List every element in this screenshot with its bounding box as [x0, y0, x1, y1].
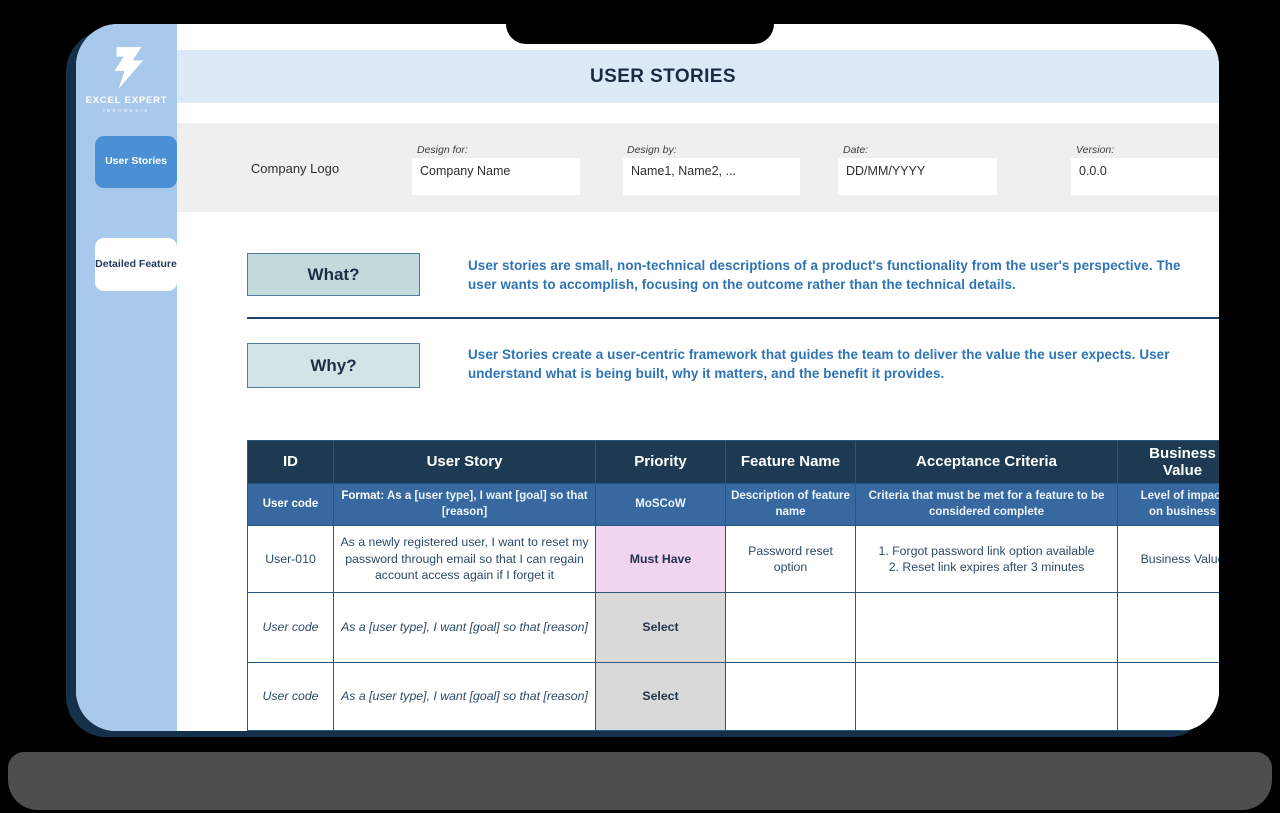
user-stories-table: ID User Story Priority Feature Name Acce… [247, 440, 1219, 731]
excel-expert-bolt-icon [114, 47, 143, 89]
priority-select-cell[interactable]: Must Have [596, 526, 726, 593]
sidebar: EXCEL EXPERT INDONESIA User Stories Deta… [76, 24, 177, 731]
title-bar: USER STORIES [177, 50, 1219, 103]
laptop-screen: EXCEL EXPERT INDONESIA User Stories Deta… [76, 24, 1219, 731]
criteria-cell[interactable]: 1. Forgot password link option available… [856, 526, 1118, 593]
header-acceptance-criteria: Acceptance Criteria [856, 441, 1118, 484]
criteria-cell[interactable] [856, 663, 1118, 731]
subheader-business-label: Level of impact on business [1140, 490, 1219, 518]
laptop-base [8, 752, 1272, 810]
sidebar-item-label: User Stories [105, 155, 167, 168]
subheader-feature: Description of feature name [726, 484, 856, 526]
sidebar-item-user-stories[interactable]: User Stories [95, 136, 177, 188]
business-value-cell[interactable]: Business Value [1118, 526, 1219, 593]
why-description-line1: User Stories create a user-centric frame… [468, 347, 1170, 362]
brand-name: EXCEL EXPERT [85, 95, 168, 106]
criteria-list: 1. Forgot password link option available… [878, 543, 1094, 576]
design-by-label: Design by: [627, 144, 677, 156]
subheader-priority: MoSCoW [596, 484, 726, 526]
what-description-line2: user wants to accomplish, focusing on th… [468, 277, 1016, 292]
subheader-business: Level of impact on business [1118, 484, 1219, 526]
subheader-criteria: Criteria that must be met for a feature … [856, 484, 1118, 526]
format-text: As a [user type], I want [goal] so that … [386, 490, 588, 518]
version-input[interactable]: 0.0.0 [1071, 158, 1219, 195]
what-description-line1: User stories are small, non-technical de… [468, 258, 1181, 273]
subheader-user-story: Format: As a [user type], I want [goal] … [334, 484, 596, 526]
story-cell[interactable]: As a [user type], I want [goal] so that … [334, 663, 596, 731]
header-business-value: Business Value [1118, 441, 1219, 484]
header-user-story: User Story [334, 441, 596, 484]
date-label: Date: [843, 144, 869, 156]
priority-select-cell[interactable]: Select [596, 663, 726, 731]
feature-cell[interactable] [726, 663, 856, 731]
design-for-label: Design for: [417, 144, 468, 156]
design-by-input[interactable]: Name1, Name2, ... [623, 158, 800, 195]
camera-notch [506, 0, 774, 44]
brand-subtitle: INDONESIA [103, 108, 150, 113]
id-cell[interactable]: User code [248, 663, 334, 731]
what-badge: What? [247, 253, 420, 296]
criteria-item: 2. Reset link expires after 3 minutes [888, 560, 1085, 574]
header-business-value-label: Business Value [1149, 444, 1216, 479]
why-badge: Why? [247, 343, 420, 388]
story-cell[interactable]: As a [user type], I want [goal] so that … [334, 593, 596, 663]
company-logo-label: Company Logo [250, 161, 340, 176]
format-label: Format: [341, 490, 385, 503]
design-for-input[interactable]: Company Name [412, 158, 580, 195]
subheader-id-label: User code [262, 497, 319, 510]
sidebar-item-label: Detailed Feature [95, 257, 177, 270]
version-label: Version: [1076, 144, 1115, 156]
priority-select-cell[interactable]: Select [596, 593, 726, 663]
criteria-item: 1. Forgot password link option available [878, 543, 1095, 558]
id-cell[interactable]: User code [248, 593, 334, 663]
header-priority: Priority [596, 441, 726, 484]
business-value-cell[interactable] [1118, 663, 1219, 731]
subheader-story-text: Format: As a [user type], I want [goal] … [338, 489, 591, 519]
id-cell[interactable]: User-010 [248, 526, 334, 593]
header-feature-name: Feature Name [726, 441, 856, 484]
header-id: ID [248, 441, 334, 484]
section-divider [247, 317, 1219, 319]
page-title: USER STORIES [590, 65, 736, 87]
date-input[interactable]: DD/MM/YYYY [838, 158, 997, 195]
brand-logo: EXCEL EXPERT INDONESIA [76, 45, 177, 113]
why-description-line2: understand what is being built, why it m… [468, 366, 945, 381]
subheader-id: User code [248, 484, 334, 526]
business-value-cell[interactable] [1118, 593, 1219, 663]
feature-cell[interactable] [726, 593, 856, 663]
story-cell[interactable]: As a newly registered user, I want to re… [334, 526, 596, 593]
feature-cell[interactable]: Password reset option [726, 526, 856, 593]
sidebar-item-detailed-feature[interactable]: Detailed Feature [95, 238, 177, 291]
criteria-cell[interactable] [856, 593, 1118, 663]
